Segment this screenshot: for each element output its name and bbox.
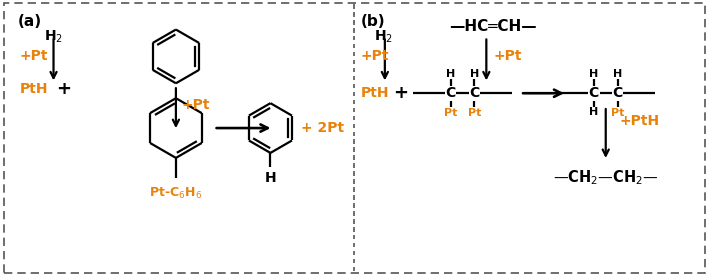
Text: +Pt: +Pt [493, 49, 522, 63]
Text: +: + [393, 84, 408, 102]
Text: PtH: PtH [361, 86, 389, 100]
Text: Pt: Pt [611, 108, 625, 118]
Text: H$_2$: H$_2$ [374, 28, 393, 45]
Text: H: H [589, 107, 598, 117]
Text: PtH: PtH [20, 82, 48, 96]
Text: H: H [589, 69, 598, 79]
Text: H: H [613, 69, 623, 79]
Text: Pt: Pt [468, 108, 481, 118]
Text: Pt: Pt [444, 108, 457, 118]
Text: —HC═CH—: —HC═CH— [450, 18, 537, 34]
Text: H: H [264, 171, 277, 185]
Text: Pt-C$_6$H$_6$: Pt-C$_6$H$_6$ [150, 186, 203, 201]
Text: C: C [588, 86, 599, 100]
Text: +: + [57, 80, 72, 98]
Text: +Pt: +Pt [182, 98, 211, 112]
Text: —CH$_2$—CH$_2$—: —CH$_2$—CH$_2$— [553, 168, 659, 187]
Text: +PtH: +PtH [620, 114, 660, 128]
Text: H$_2$: H$_2$ [43, 28, 62, 45]
Text: (b): (b) [361, 14, 386, 29]
Text: C: C [613, 86, 623, 100]
Text: C: C [445, 86, 456, 100]
Text: C: C [469, 86, 479, 100]
Text: +Pt: +Pt [20, 49, 48, 63]
Text: H: H [470, 69, 479, 79]
Text: + 2Pt: + 2Pt [301, 121, 345, 135]
Text: H: H [446, 69, 455, 79]
Text: +Pt: +Pt [361, 49, 389, 63]
Text: (a): (a) [18, 14, 42, 29]
